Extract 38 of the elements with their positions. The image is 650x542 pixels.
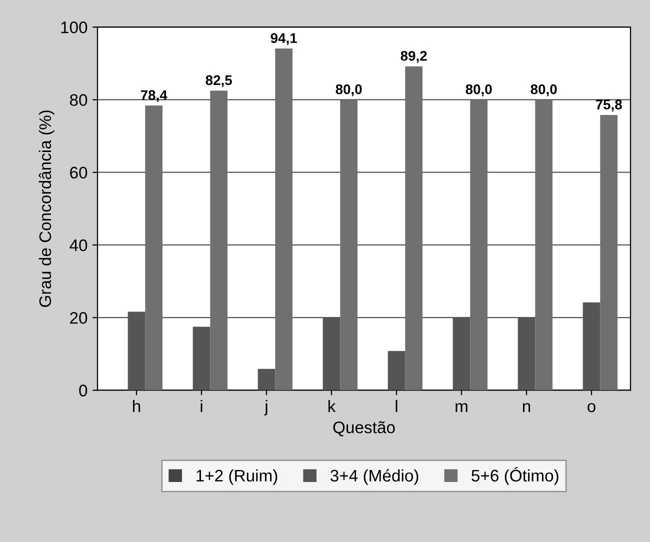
- x-tick-label: j: [264, 400, 268, 416]
- legend-label: 5+6 (Ótimo): [472, 466, 558, 485]
- data-label: 80,0: [530, 84, 557, 96]
- y-tick-label: 80: [70, 94, 88, 106]
- y-tick-label: 60: [70, 166, 88, 179]
- data-label: 78,4: [140, 90, 168, 102]
- data-label: 80,0: [336, 84, 362, 96]
- x-tick-label: l: [396, 400, 398, 412]
- bar: [470, 100, 488, 390]
- data-label: 75,8: [596, 100, 622, 112]
- data-label: 80,0: [466, 84, 492, 96]
- bar: [192, 326, 210, 390]
- x-tick-label: h: [133, 400, 140, 412]
- y-tick-label: 20: [70, 312, 88, 324]
- legend-label: 3+4 (Médio): [330, 469, 418, 485]
- y-tick-label: 40: [70, 239, 88, 252]
- data-label: 82,5: [206, 75, 232, 88]
- bar: [340, 100, 358, 390]
- y-tick-label: 0: [79, 384, 88, 396]
- data-label: 94,1: [270, 33, 297, 46]
- bar: [388, 351, 406, 390]
- x-tick-label: k: [328, 400, 336, 412]
- x-axis-title: Questão: [333, 421, 395, 436]
- bar: [258, 368, 276, 390]
- bar: [145, 106, 162, 390]
- x-tick-label: i: [200, 400, 202, 412]
- y-tick-label: 100: [61, 22, 88, 34]
- y-axis-title: Grau de Concordância (%): [38, 110, 54, 307]
- x-tick-label: m: [456, 403, 468, 412]
- bar: [405, 66, 422, 390]
- bar: [210, 90, 228, 390]
- bar: [600, 114, 618, 390]
- x-tick-label: o: [588, 403, 596, 412]
- legend-label: 1+2 (Ruim): [196, 469, 278, 485]
- bar: [275, 48, 292, 390]
- x-tick-label: n: [522, 403, 530, 412]
- bar: [535, 100, 552, 390]
- data-label: 89,2: [400, 50, 427, 63]
